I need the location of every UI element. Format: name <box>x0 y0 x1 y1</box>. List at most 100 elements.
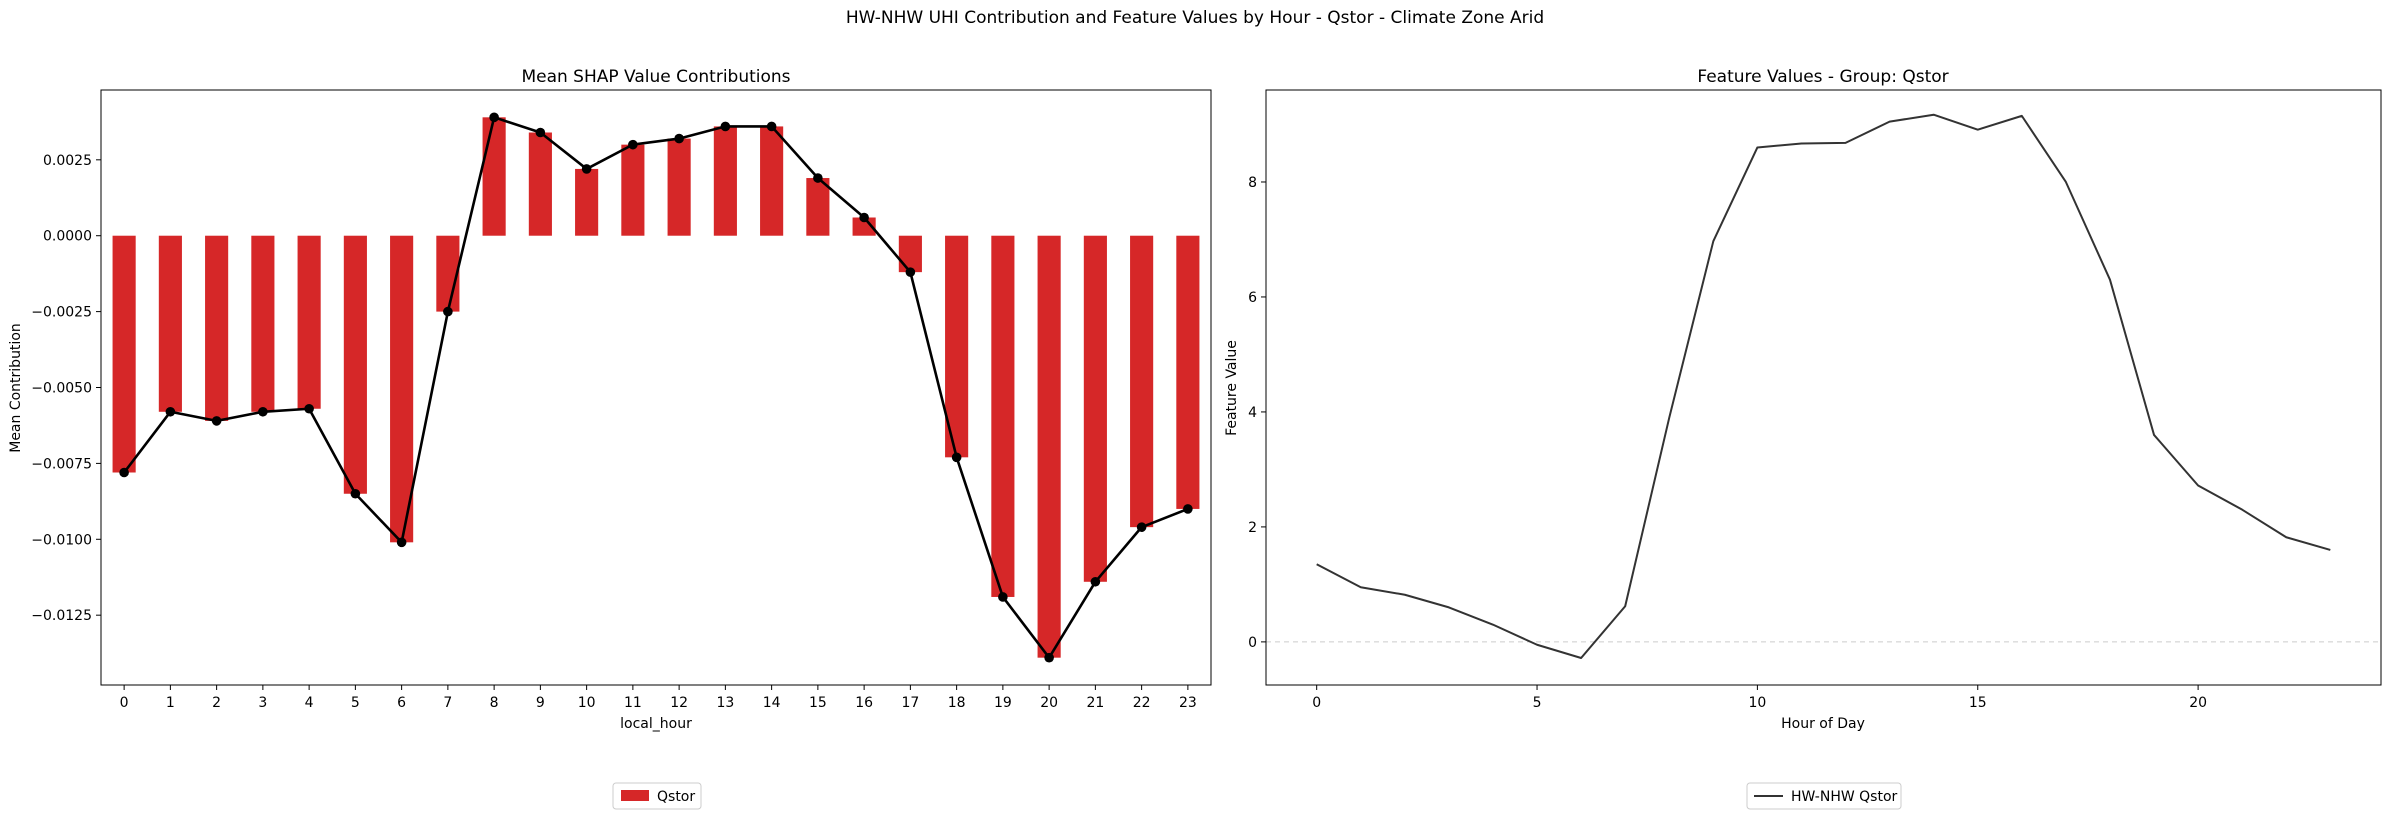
shap-x-tick-label: 13 <box>716 695 734 711</box>
feature-y-ticks: 0 2 4 6 8 <box>1248 175 1266 651</box>
shap-point-hour-15 <box>813 173 823 183</box>
shap-bar-hour-20 <box>1037 235 1061 658</box>
shap-x-tick-label: 23 <box>1179 695 1197 711</box>
shap-y-tick-label: 0.0000 <box>43 229 92 245</box>
feature-y-tick-label: 2 <box>1248 520 1257 536</box>
feature-x-tick-label: 20 <box>2189 695 2207 711</box>
shap-x-tick-label: 19 <box>994 695 1012 711</box>
shap-y-tick-label: 0.0025 <box>43 153 92 169</box>
shap-bar-hour-5 <box>343 235 367 494</box>
shap-point-hour-10 <box>581 164 592 174</box>
shap-x-tick-label: 20 <box>1040 695 1058 711</box>
shap-point-hour-22 <box>1136 522 1147 532</box>
feature-y-axis-label: Feature Value <box>1224 340 1240 436</box>
feature-y-tick-label: 0 <box>1248 635 1257 651</box>
shap-bar-hour-23 <box>1176 235 1200 509</box>
feature-x-tick-label: 5 <box>1533 695 1542 711</box>
shap-point-hour-11 <box>628 139 638 150</box>
shap-x-tick-label: 17 <box>901 695 919 711</box>
shap-legend: Qstor <box>612 782 702 810</box>
shap-x-tick-label: 5 <box>351 695 360 711</box>
shap-legend-label: Qstor <box>657 789 695 805</box>
shap-bar-hour-4 <box>297 235 321 409</box>
shap-bar-hour-8 <box>482 117 506 236</box>
shap-overlay-line-group <box>119 112 1193 663</box>
shap-y-axis-label: Mean Contribution <box>8 323 24 453</box>
shap-bars-group <box>112 117 1200 658</box>
shap-bar-hour-16 <box>852 217 876 236</box>
shap-x-tick-label: 22 <box>1133 695 1151 711</box>
feature-x-ticks: 0 5 10 15 20 <box>1312 685 2207 711</box>
shap-point-hour-21 <box>1090 576 1101 587</box>
shap-bar-hour-9 <box>528 132 552 236</box>
shap-bar-hour-3 <box>251 235 275 412</box>
shap-y-tick-label: −0.0050 <box>31 381 92 397</box>
shap-bar-hour-11 <box>621 144 645 236</box>
shap-legend-box <box>612 782 702 810</box>
shap-y-tick-label: −0.0100 <box>31 532 92 548</box>
shap-bar-hour-21 <box>1083 235 1107 582</box>
shap-point-hour-7 <box>443 306 453 317</box>
shap-x-tick-label: 12 <box>670 695 688 711</box>
feature-series-line <box>1316 113 2331 659</box>
shap-x-tick-label: 3 <box>258 695 267 711</box>
shap-y-tick-label: −0.0025 <box>31 305 92 321</box>
shap-x-ticks: 0 1 2 3 4 5 6 7 8 9 10 11 12 13 14 15 16 17 18 19 20 21 22 23 <box>120 685 1197 711</box>
feature-legend-box <box>1746 782 1902 810</box>
shap-chart-title: Mean SHAP Value Contributions <box>521 67 790 87</box>
shap-x-tick-label: 11 <box>624 695 642 711</box>
shap-x-tick-label: 18 <box>948 695 966 711</box>
shap-point-hour-14 <box>766 121 777 132</box>
feature-legend: HW-NHW Qstor <box>1746 782 1902 810</box>
feature-chart-title: Feature Values - Group: Qstor <box>1697 67 1948 87</box>
shap-bar-hour-6 <box>390 235 414 543</box>
shap-x-tick-label: 4 <box>305 695 314 711</box>
shap-point-hour-19 <box>998 592 1008 602</box>
shap-point-hour-13 <box>720 121 731 132</box>
shap-x-tick-label: 0 <box>120 695 129 711</box>
shap-bar-hour-18 <box>945 235 969 458</box>
shap-point-hour-6 <box>396 537 407 548</box>
shap-y-ticks: 0.0025 0.0000 −0.0025 −0.0050 −0.0075 −0.0100… <box>31 153 101 624</box>
shap-point-hour-12 <box>674 133 684 144</box>
shap-x-tick-label: 21 <box>1086 695 1104 711</box>
shap-x-tick-label: 9 <box>536 695 545 711</box>
feature-x-tick-label: 10 <box>1748 695 1766 711</box>
shap-bar-hour-19 <box>991 235 1015 597</box>
shap-point-hour-8 <box>489 112 499 123</box>
feature-line-group <box>1316 113 2331 659</box>
shap-x-tick-label: 15 <box>809 695 827 711</box>
feature-x-tick-label: 15 <box>1969 695 1987 711</box>
shap-point-hour-18 <box>951 452 962 463</box>
shap-x-tick-label: 8 <box>490 695 499 711</box>
feature-y-tick-label: 6 <box>1248 290 1257 306</box>
shap-bar-hour-15 <box>806 178 830 236</box>
shap-overlay-line <box>123 116 1189 659</box>
shap-point-hour-3 <box>258 406 268 417</box>
shap-bar-hour-2 <box>205 235 229 421</box>
shap-y-tick-label: −0.0125 <box>31 608 92 624</box>
shap-point-hour-23 <box>1183 504 1193 514</box>
shap-point-hour-16 <box>859 212 869 223</box>
shap-point-hour-17 <box>905 267 916 277</box>
shap-point-hour-4 <box>304 403 314 414</box>
shap-bar-hour-12 <box>667 138 691 236</box>
shap-x-tick-label: 7 <box>443 695 452 711</box>
shap-x-tick-label: 10 <box>578 695 596 711</box>
shap-bar-hour-1 <box>158 235 182 412</box>
feature-legend-label: HW-NHW Qstor <box>1791 789 1898 805</box>
shap-bar-hour-22 <box>1130 235 1154 528</box>
feature-x-axis-label: Hour of Day <box>1781 716 1865 732</box>
shap-x-tick-label: 1 <box>166 695 175 711</box>
shap-bar-hour-14 <box>760 126 784 236</box>
shap-bar-hour-17 <box>898 235 922 273</box>
feature-y-tick-label: 8 <box>1248 175 1257 191</box>
shap-x-tick-label: 6 <box>397 695 406 711</box>
shap-point-hour-20 <box>1044 652 1054 663</box>
feature-y-tick-label: 4 <box>1248 405 1257 421</box>
shap-bar-hour-10 <box>575 168 599 236</box>
feature-plot-frame <box>1265 89 2382 686</box>
figure-suptitle: HW-NHW UHI Contribution and Feature Valu… <box>846 8 1544 28</box>
